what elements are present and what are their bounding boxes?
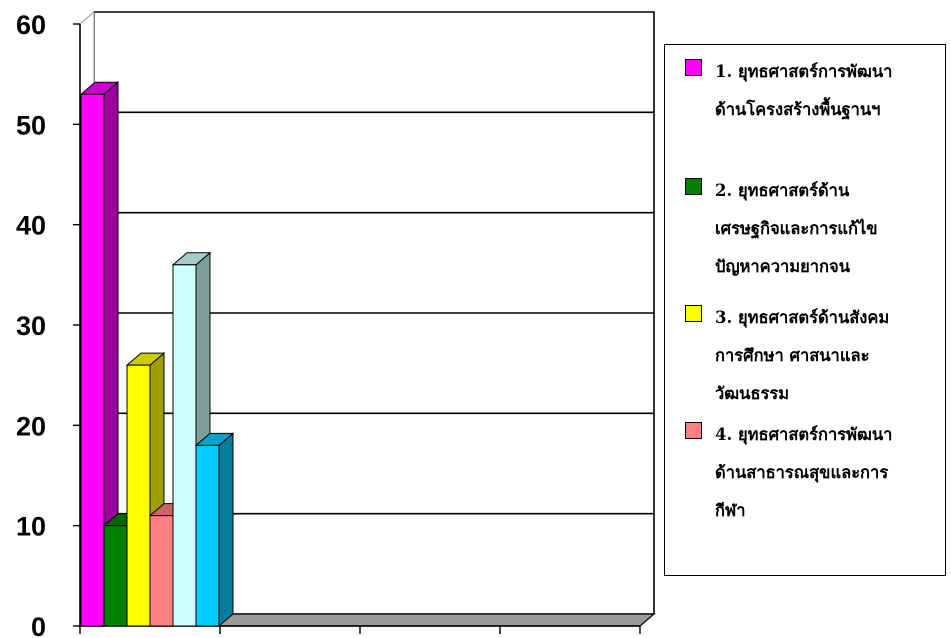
legend-item-1: 1. ยุทธศาสตร์การพัฒนา ด้านโครงสร้างพื้นฐ… — [685, 53, 941, 129]
legend-swatch-yellow — [685, 305, 702, 322]
legend-label-2-line-2: เศรษฐกิจและการแก้ไข — [715, 219, 878, 238]
legend-label-4-line-3: กีฬา — [715, 501, 746, 520]
legend-label-3-line-1: 3. ยุทธศาสตร์ด้านสังคม — [715, 308, 890, 327]
legend-swatch-magenta — [685, 59, 702, 76]
legend-label-3-line-3: วัฒนธรรม — [715, 384, 790, 403]
y-tick-label-10: 10 — [16, 512, 46, 542]
legend-swatch-salmon — [685, 422, 702, 439]
y-tick-label-50: 50 — [16, 110, 46, 140]
bar-series-6 — [194, 432, 235, 628]
legend-label-4-line-1: 4. ยุทธศาสตร์การพัฒนา — [715, 425, 893, 444]
legend-label-1-line-1: 1. ยุทธศาสตร์การพัฒนา — [715, 62, 893, 81]
bar-side-6 — [218, 432, 234, 628]
legend-label-2-line-3: ปัญหาความยากจน — [715, 257, 850, 276]
bar-front-2 — [103, 525, 128, 627]
y-axis-ticks: 0 10 20 30 40 50 60 — [16, 10, 80, 638]
bar-series-1 — [79, 81, 120, 628]
legend-item-2: 2. ยุทธศาสตร์ด้าน เศรษฐกิจและการแก้ไข ปั… — [685, 172, 941, 286]
y-tick-label-60: 60 — [16, 10, 46, 40]
y-tick-label-40: 40 — [16, 211, 46, 241]
legend-swatch-green — [685, 178, 702, 195]
y-tick-label-30: 30 — [16, 311, 46, 341]
legend-label-4-line-2: ด้านสาธารณสุขและการ — [715, 463, 889, 482]
bar-front-1 — [80, 93, 105, 627]
bar-front-4 — [149, 515, 174, 627]
legend-label-1-line-2: ด้านโครงสร้างพื้นฐานฯ — [715, 100, 881, 119]
legend-item-4: 4. ยุทธศาสตร์การพัฒนา ด้านสาธารณสุขและกา… — [685, 416, 941, 530]
bars — [79, 81, 235, 628]
legend-label-2-line-1: 2. ยุทธศาสตร์ด้าน — [715, 181, 850, 200]
legend-item-3: 3. ยุทธศาสตร์ด้านสังคม การศึกษา ศาสนาและ… — [685, 299, 941, 413]
bar-front-5 — [172, 264, 197, 627]
y-tick-label-20: 20 — [16, 411, 46, 441]
bar-front-3 — [126, 364, 151, 627]
y-tick-label-0: 0 — [31, 612, 46, 638]
legend-label-3-line-2: การศึกษา ศาสนาและ — [715, 346, 870, 365]
bar-front-6 — [195, 444, 220, 627]
legend: 1. ยุทธศาสตร์การพัฒนา ด้านโครงสร้างพื้นฐ… — [664, 44, 946, 576]
